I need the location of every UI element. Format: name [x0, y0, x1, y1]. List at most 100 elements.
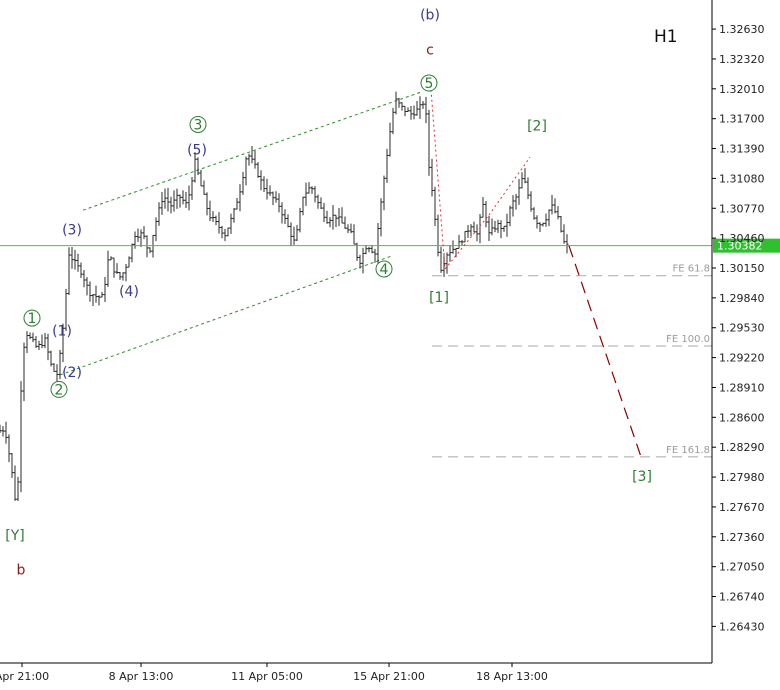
price-bar: [112, 257, 116, 278]
price-bar: [0, 424, 2, 434]
y-tick-label: 1.27980: [719, 471, 765, 484]
channel-line-lower: [59, 255, 394, 376]
price-bar: [262, 176, 266, 193]
price-bar: [514, 193, 518, 210]
price-bar: [145, 235, 149, 258]
price-bar: [466, 225, 470, 238]
price-bar: [331, 205, 335, 230]
price-bar: [256, 162, 260, 178]
price-bar: [67, 247, 71, 295]
price-bar: [460, 239, 464, 246]
price-bar: [223, 228, 227, 242]
y-tick-label: 1.29840: [719, 292, 765, 305]
price-bar: [433, 186, 437, 226]
price-bar: [346, 224, 350, 234]
price-bar: [478, 214, 482, 244]
wave-label: (2): [62, 365, 82, 381]
wave-label-text: (b): [420, 8, 440, 24]
wave-path-segment: [488, 156, 531, 216]
price-bar: [340, 207, 344, 224]
price-bar: [160, 192, 164, 215]
price-bar: [253, 150, 257, 169]
price-bar: [124, 264, 128, 282]
y-tick-label: 1.31390: [719, 143, 765, 156]
y-tick-label: 1.26430: [719, 620, 765, 633]
wave-label: [Y]: [5, 528, 24, 544]
wave-label: 3: [189, 115, 207, 133]
price-bar: [394, 91, 398, 115]
wave-label-text: (1): [52, 324, 72, 340]
price-bar: [172, 190, 176, 212]
price-bar: [451, 240, 455, 254]
wave-label-text: (4): [119, 284, 139, 300]
price-bar: [490, 218, 494, 236]
wave-label: (5): [187, 143, 207, 159]
price-bar: [286, 214, 290, 228]
wave-label-text: b: [17, 563, 26, 579]
price-bar: [379, 198, 383, 237]
price-bar: [550, 194, 554, 215]
wave-label: c: [426, 42, 434, 58]
wave-label: (1): [52, 324, 72, 340]
wave-label-text: [Y]: [5, 528, 24, 544]
price-bar: [205, 192, 209, 216]
price-bar: [166, 187, 170, 212]
price-bar: [22, 342, 26, 402]
y-tick-label: 1.30150: [719, 262, 765, 275]
price-bar: [58, 349, 62, 380]
price-bar: [196, 157, 200, 176]
price-bar: [265, 178, 269, 200]
wave-label: [2]: [527, 118, 547, 134]
price-bar: [157, 202, 161, 226]
price-bar: [505, 213, 509, 237]
price-bar: [100, 291, 104, 298]
price-bar: [289, 222, 293, 247]
price-bar: [250, 146, 254, 164]
price-bar: [64, 288, 68, 332]
wave-label: 5: [420, 74, 438, 92]
price-bar: [238, 184, 242, 212]
price-bar: [115, 263, 119, 275]
price-bar: [544, 213, 548, 227]
price-bar: [199, 169, 203, 187]
price-bar: [469, 224, 473, 237]
wave-label: [3]: [632, 469, 652, 485]
price-bar: [97, 295, 101, 306]
price-bar: [328, 217, 332, 228]
price-bar: [301, 196, 305, 216]
wave-label-text: [2]: [527, 118, 547, 134]
price-bar: [532, 207, 536, 220]
wave-label-text: 3: [194, 117, 203, 133]
price-bar: [73, 249, 77, 270]
y-tick-label: 1.28600: [719, 411, 765, 424]
price-bar: [154, 217, 158, 242]
y-tick-label: 1.30460: [719, 232, 765, 245]
price-bar: [364, 244, 368, 255]
price-bar: [457, 234, 461, 249]
wave-label-circle: [375, 260, 393, 278]
timeframe-label: H1: [654, 27, 678, 47]
price-bar: [325, 210, 329, 224]
forecast-line: [568, 245, 643, 460]
price-bar: [337, 207, 341, 227]
price-bar: [142, 226, 146, 240]
price-bar: [508, 205, 512, 227]
wave-label: b: [17, 563, 26, 579]
price-bar: [85, 277, 89, 296]
price-bar: [415, 100, 419, 116]
price-bar: [4, 421, 8, 444]
price-bar: [484, 200, 488, 228]
price-bar: [403, 105, 407, 117]
price-bar: [259, 170, 263, 191]
price-bar: [76, 253, 80, 272]
price-bar: [370, 244, 374, 254]
price-bar: [88, 281, 92, 302]
price-bar: [313, 186, 317, 203]
price-bar: [388, 122, 392, 157]
price-bar: [148, 247, 152, 254]
price-bar: [61, 323, 65, 363]
price-bar: [547, 209, 551, 227]
price-bar: [448, 244, 452, 262]
wave-label-circle: [420, 74, 438, 92]
x-tick-label: 11 Apr 05:00: [231, 670, 303, 683]
